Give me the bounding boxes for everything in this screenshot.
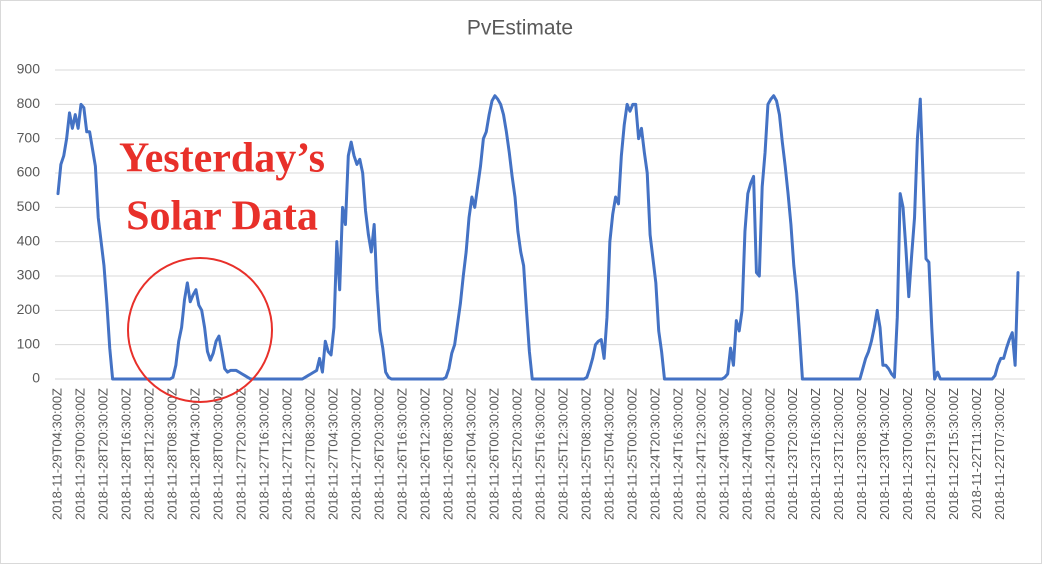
x-tick-label: 2018-11-25T12:30:00Z [555,388,570,520]
x-tick-label: 2018-11-25T08:30:00Z [578,388,593,520]
highlight-circle [127,257,273,403]
annotation: Solar Data [126,194,318,240]
x-tick-label: 2018-11-24T08:30:00Z [716,388,731,520]
x-tick-label: 2018-11-27T12:30:00Z [279,388,294,520]
plot-area [56,94,1020,381]
x-tick-label: 2018-11-27T16:30:00Z [256,388,271,520]
x-tick-label: 2018-11-28T16:30:00Z [118,388,133,520]
x-tick-label: 2018-11-24T04:30:00Z [739,388,754,520]
x-tick-label: 2018-11-23T12:30:00Z [831,388,846,520]
y-tick-label: 600 [17,164,41,180]
x-tick-label: 2018-11-27T00:30:00Z [348,388,363,520]
x-tick-label: 2018-11-23T16:30:00Z [808,388,823,520]
y-tick-label: 500 [17,198,41,214]
y-tick-label: 100 [17,335,41,351]
x-tick-label: 2018-11-29T04:30:00Z [49,388,64,520]
x-tick-label: 2018-11-28T12:30:00Z [141,388,156,520]
x-tick-label: 2018-11-24T12:30:00Z [693,388,708,520]
x-tick-label: 2018-11-23T20:30:00Z [785,388,800,520]
x-tick-label: 2018-11-23T04:30:00Z [877,388,892,520]
x-tick-label: 2018-11-25T04:30:00Z [601,388,616,520]
y-tick-label: 400 [17,232,41,248]
x-tick-label: 2018-11-24T20:30:00Z [647,388,662,520]
x-tick-label: 2018-11-24T00:30:00Z [762,388,777,520]
x-tick-label: 2018-11-26T20:30:00Z [371,388,386,520]
x-tick-label: 2018-11-25T20:30:00Z [509,388,524,520]
x-tick-label: 2018-11-23T00:30:00Z [900,388,915,520]
x-tick-label: 2018-11-22T11:30:00Z [969,388,984,519]
x-tick-label: 2018-11-25T00:30:00Z [624,388,639,520]
x-tick-label: 2018-11-28T04:30:00Z [187,388,202,520]
x-tick-label: 2018-11-22T07:30:00Z [992,388,1007,520]
chart-title: PvEstimate [467,17,573,40]
x-tick-label: 2018-11-27T08:30:00Z [302,388,317,520]
x-tick-label: 2018-11-25T16:30:00Z [532,388,547,520]
data-line [56,94,1020,381]
y-tick-label: 700 [17,129,41,145]
x-tick-label: 2018-11-22T19:30:00Z [923,388,938,520]
x-tick-label: 2018-11-26T16:30:00Z [394,388,409,520]
x-tick-label: 2018-11-26T12:30:00Z [417,388,432,520]
x-tick-label: 2018-11-22T15:30:00Z [946,388,961,520]
annotation: Yesterday’s [119,136,325,182]
x-tick-label: 2018-11-26T00:30:00Z [486,388,501,520]
x-tick-label: 2018-11-26T04:30:00Z [463,388,478,520]
x-tick-label: 2018-11-28T08:30:00Z [164,388,179,520]
y-tick-label: 0 [32,370,40,386]
x-tick-label: 2018-11-26T08:30:00Z [440,388,455,520]
x-tick-label: 2018-11-29T00:30:00Z [72,388,87,520]
x-tick-label: 2018-11-28T00:30:00Z [210,388,225,520]
x-tick-label: 2018-11-27T20:30:00Z [233,388,248,520]
y-tick-label: 800 [17,95,41,111]
y-tick-label: 200 [17,301,41,317]
y-tick-label: 300 [17,267,41,283]
x-tick-label: 2018-11-24T16:30:00Z [670,388,685,520]
x-tick-label: 2018-11-23T08:30:00Z [854,388,869,520]
x-tick-label: 2018-11-28T20:30:00Z [95,388,110,520]
y-tick-label: 900 [17,61,41,77]
x-tick-label: 2018-11-27T04:30:00Z [325,388,340,520]
